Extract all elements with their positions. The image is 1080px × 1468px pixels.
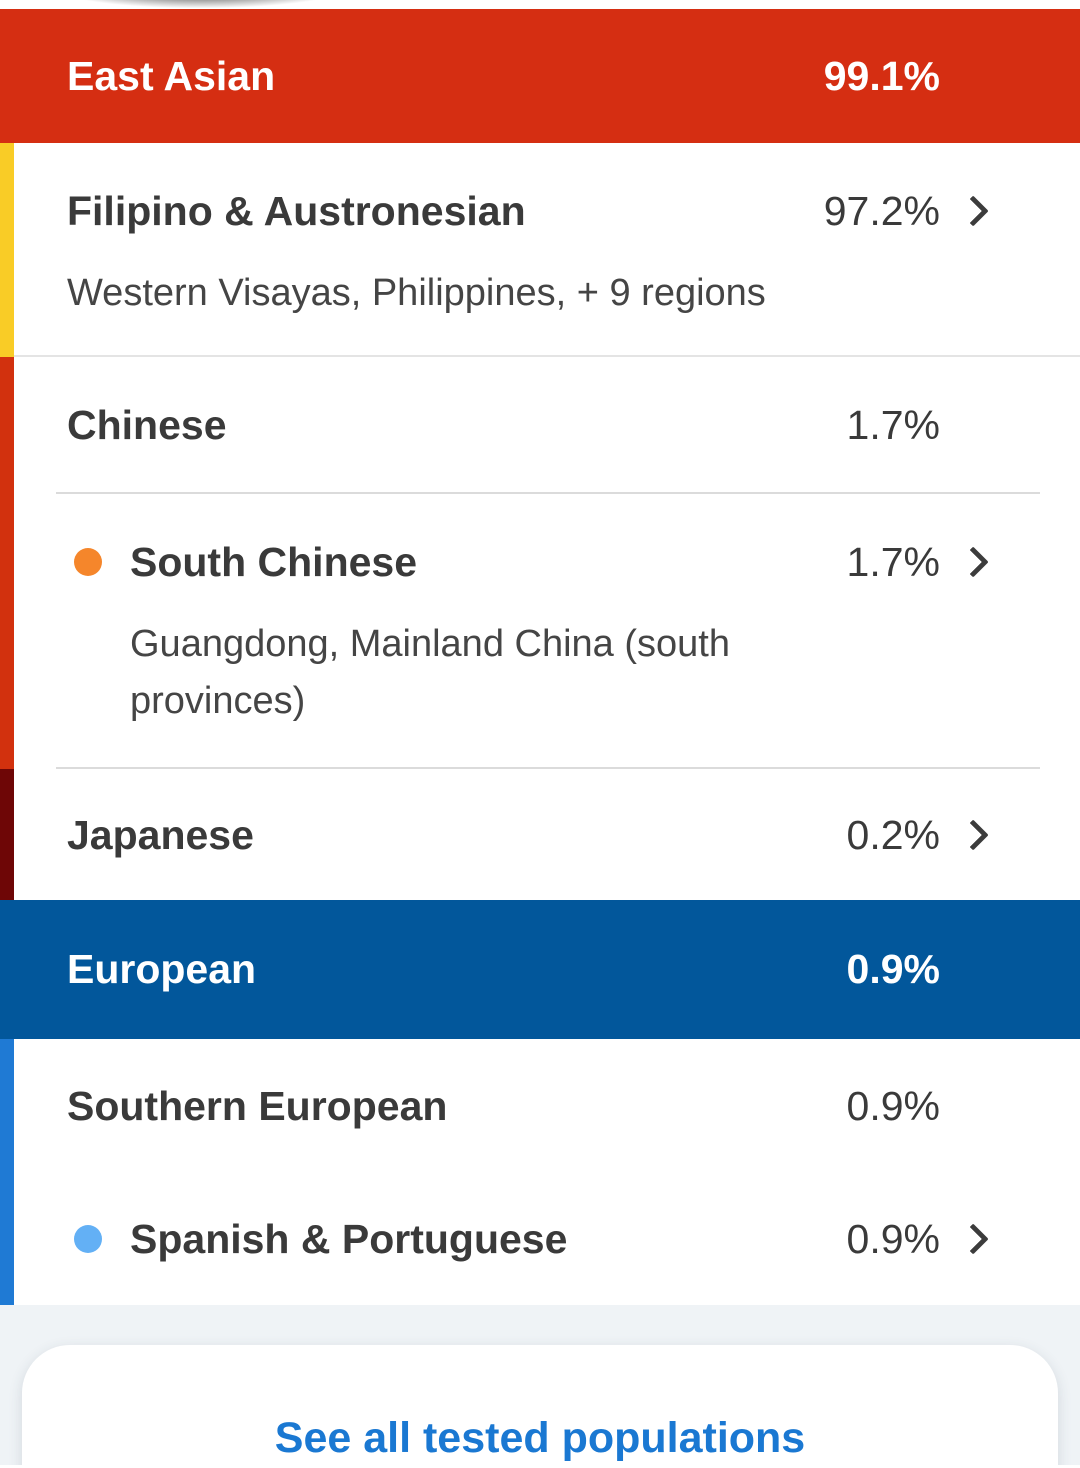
population-label: Japanese xyxy=(67,811,254,858)
strip-european xyxy=(0,1039,14,1305)
top-edge-artifact xyxy=(0,0,1080,9)
population-percent: 1.7% xyxy=(846,539,940,585)
population-subregions: Guangdong, Mainland China (south provinc… xyxy=(130,623,730,722)
group-percent: 99.1% xyxy=(823,52,940,99)
row-southern-european: Southern European 0.9% xyxy=(14,1039,1080,1172)
divider xyxy=(14,355,1080,357)
group-percent: 0.9% xyxy=(846,946,940,992)
see-all-tested-populations-button[interactable]: See all tested populations xyxy=(22,1345,1058,1465)
chevron-slot xyxy=(940,818,1012,851)
chevron-slot xyxy=(940,1222,1012,1255)
chevron-right-icon xyxy=(957,818,989,851)
chevron-right-icon xyxy=(957,195,989,227)
strip-chinese xyxy=(0,357,14,769)
population-label: Spanish & Portuguese xyxy=(130,1215,568,1262)
row-spanish-portuguese[interactable]: Spanish & Portuguese 0.9% xyxy=(14,1172,1080,1305)
chevron-right-icon xyxy=(957,546,989,578)
population-percent: 1.7% xyxy=(846,401,940,448)
divider xyxy=(56,492,1040,494)
strip-filipino xyxy=(0,143,14,357)
group-label: European xyxy=(67,946,257,992)
chevron-slot xyxy=(940,195,1012,227)
see-all-button-label: See all tested populations xyxy=(274,1414,806,1462)
row-south-chinese[interactable]: South Chinese 1.7% Guangdong, Mainland C… xyxy=(14,494,1080,767)
row-chinese: Chinese 1.7% xyxy=(14,357,1080,492)
population-label: Southern European xyxy=(67,1082,448,1129)
population-percent: 97.2% xyxy=(823,188,940,234)
population-label: South Chinese xyxy=(130,539,418,585)
chevron-right-icon xyxy=(957,1222,989,1255)
row-filipino-austronesian[interactable]: Filipino & Austronesian 97.2% Western Vi… xyxy=(14,143,1080,355)
group-header-east-asian: East Asian 99.1% xyxy=(0,9,1080,143)
strip-japanese xyxy=(0,769,14,900)
category-color-strip xyxy=(0,1039,14,1305)
population-percent: 0.2% xyxy=(846,811,940,858)
group-label: East Asian xyxy=(67,52,276,99)
category-dot xyxy=(74,548,102,576)
section-european: European 0.9% Southern European 0.9% Spa… xyxy=(0,900,1080,1305)
section-east-asian: East Asian 99.1% Filipino & Austronesian… xyxy=(0,9,1080,900)
group-header-european: European 0.9% xyxy=(0,900,1080,1039)
population-subregions: Western Visayas, Philippines, + 9 region… xyxy=(67,272,766,314)
category-color-strip xyxy=(0,143,14,900)
population-percent: 0.9% xyxy=(846,1215,940,1262)
footer-area: See all tested populations xyxy=(0,1305,1080,1465)
top-shadow-artifact xyxy=(55,0,345,8)
row-japanese[interactable]: Japanese 0.2% xyxy=(14,769,1080,900)
category-dot xyxy=(74,1224,102,1253)
population-label: Chinese xyxy=(67,401,227,448)
chevron-slot xyxy=(940,546,1012,578)
divider xyxy=(56,767,1040,769)
population-label: Filipino & Austronesian xyxy=(67,188,526,234)
population-percent: 0.9% xyxy=(846,1082,940,1129)
